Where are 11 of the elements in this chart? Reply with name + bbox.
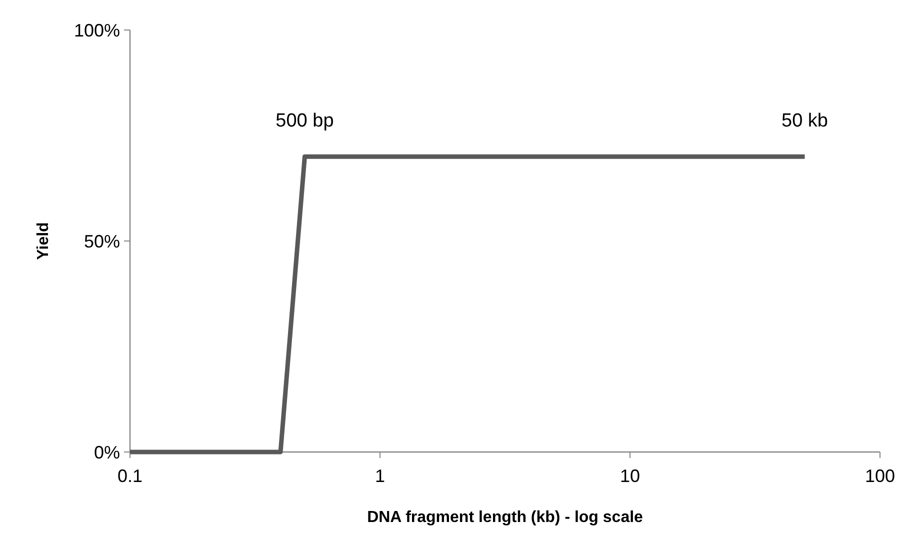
x-tick-label: 100 — [864, 466, 896, 486]
x-tick-label: 1 — [374, 466, 386, 486]
annotation: 500 bp — [276, 110, 334, 132]
y-axis-title: Yield — [35, 222, 52, 260]
annotation: 50 kb — [782, 110, 828, 132]
y-tick-label: 0% — [94, 442, 120, 462]
x-tick-label: 10 — [620, 466, 640, 486]
x-axis-title: DNA fragment length (kb) - log scale — [367, 509, 644, 526]
y-tick-label: 50% — [84, 231, 120, 252]
y-tick-label: 100% — [74, 20, 120, 40]
x-tick-label: 0.1 — [117, 466, 143, 486]
